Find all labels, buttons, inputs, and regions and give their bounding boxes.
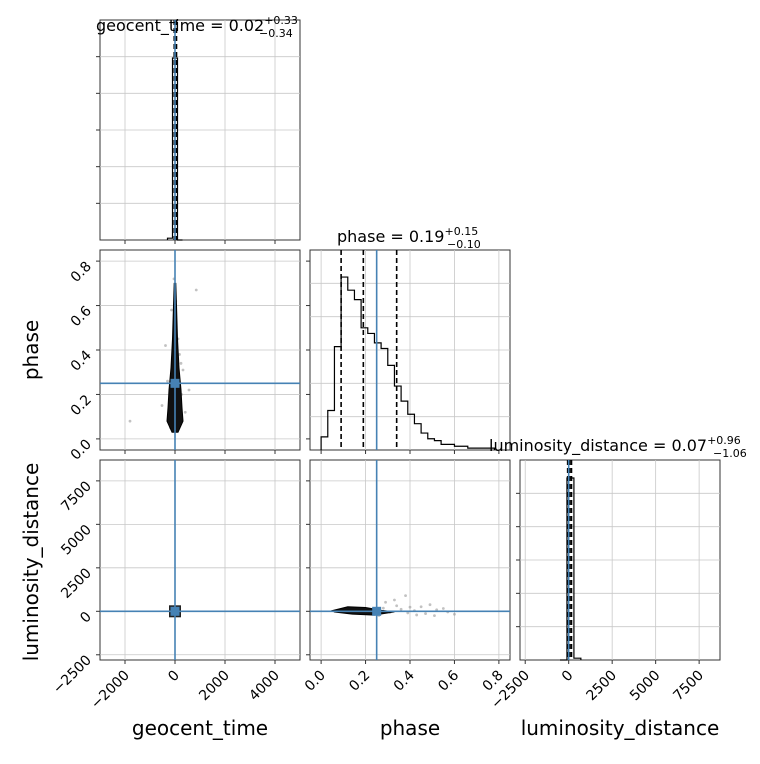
scatter-point — [179, 361, 183, 365]
scatter-point — [170, 308, 173, 312]
hist-step — [166, 57, 183, 241]
xlabel-luminosity-distance: luminosity_distance — [521, 716, 720, 740]
scatter-point — [415, 613, 419, 617]
scatter-point — [408, 605, 412, 609]
scatter-point — [406, 611, 410, 615]
scatter-point — [187, 388, 191, 392]
y-tick-label: 0 — [77, 609, 95, 627]
x-tick-label: 2500 — [583, 668, 620, 705]
ylabel-phase: phase — [19, 320, 43, 380]
scatter-point — [433, 614, 436, 618]
scatter-point — [424, 612, 427, 615]
panel-luminosity-distance-hist — [519, 459, 721, 661]
x-tick-label: 4000 — [246, 668, 283, 705]
scatter-point — [393, 598, 396, 602]
scatter-point — [419, 605, 423, 609]
y-tick-label: 0.2 — [68, 392, 95, 419]
x-tick-label: 0.6 — [435, 667, 462, 694]
scatter-point — [453, 612, 456, 616]
x-tick-label: 5000 — [627, 668, 664, 705]
title-phase: phase = 0.19+0.15 — [337, 225, 478, 246]
panel-luminosity-distance-vs-phase — [309, 459, 511, 661]
x-tick-label: 0.4 — [391, 667, 418, 694]
hist-step — [560, 477, 582, 661]
scatter-point — [128, 419, 132, 423]
y-tick-label: 0.0 — [68, 436, 95, 463]
panel-phase-hist — [309, 249, 511, 451]
scatter-point — [399, 607, 403, 611]
y-tick-label: 5000 — [58, 522, 95, 559]
y-tick-label: 7500 — [58, 478, 95, 515]
title-phase-minus: −0.10 — [447, 238, 481, 251]
xlabel-phase: phase — [380, 716, 440, 740]
scatter-point — [166, 379, 169, 383]
y-tick-label: −2500 — [50, 652, 95, 697]
injection-marker — [170, 378, 180, 388]
x-tick-label: 0.0 — [302, 668, 329, 695]
title-geocent-time: geocent_time = 0.02+0.33 — [96, 14, 298, 36]
panel-geocent-time-hist — [99, 19, 301, 241]
scatter-point — [194, 288, 198, 292]
scatter-point — [381, 606, 385, 610]
y-tick-label: 0.4 — [68, 347, 95, 374]
title-luminosity-distance-minus: −1.06 — [713, 447, 747, 460]
scatter-point — [435, 608, 439, 612]
x-tick-label: 2000 — [196, 668, 233, 705]
y-tick-label: 2500 — [58, 565, 95, 602]
scatter-point — [160, 404, 164, 407]
scatter-point — [183, 410, 187, 414]
panel-phase-vs-geocent-time — [99, 249, 301, 451]
x-tick-label: −2000 — [88, 668, 133, 713]
xlabel-geocent-time: geocent_time — [132, 716, 268, 740]
panel-luminosity-distance-vs-geocent-time — [99, 459, 301, 661]
hist-step — [320, 276, 496, 450]
y-tick-label: 0.6 — [68, 303, 95, 330]
title-luminosity-distance: luminosity_distance = 0.07+0.96 — [489, 434, 741, 456]
scatter-point — [404, 594, 407, 598]
injection-marker — [170, 606, 180, 616]
scatter-point — [164, 344, 167, 347]
x-tick-label: 0 — [559, 668, 577, 686]
ylabel-luminosity-distance: luminosity_distance — [19, 463, 43, 662]
injection-marker — [372, 606, 382, 616]
scatter-point — [181, 368, 185, 372]
title-geocent-time-minus: −0.34 — [259, 27, 293, 40]
y-tick-label: 0.8 — [68, 259, 95, 286]
x-tick-label: 0 — [165, 668, 183, 686]
scatter-point — [384, 600, 387, 604]
scatter-point — [428, 603, 432, 607]
scatter-point — [395, 604, 399, 608]
scatter-point — [441, 607, 445, 610]
x-tick-label: 7500 — [670, 668, 707, 705]
x-tick-label: 0.2 — [346, 668, 373, 695]
